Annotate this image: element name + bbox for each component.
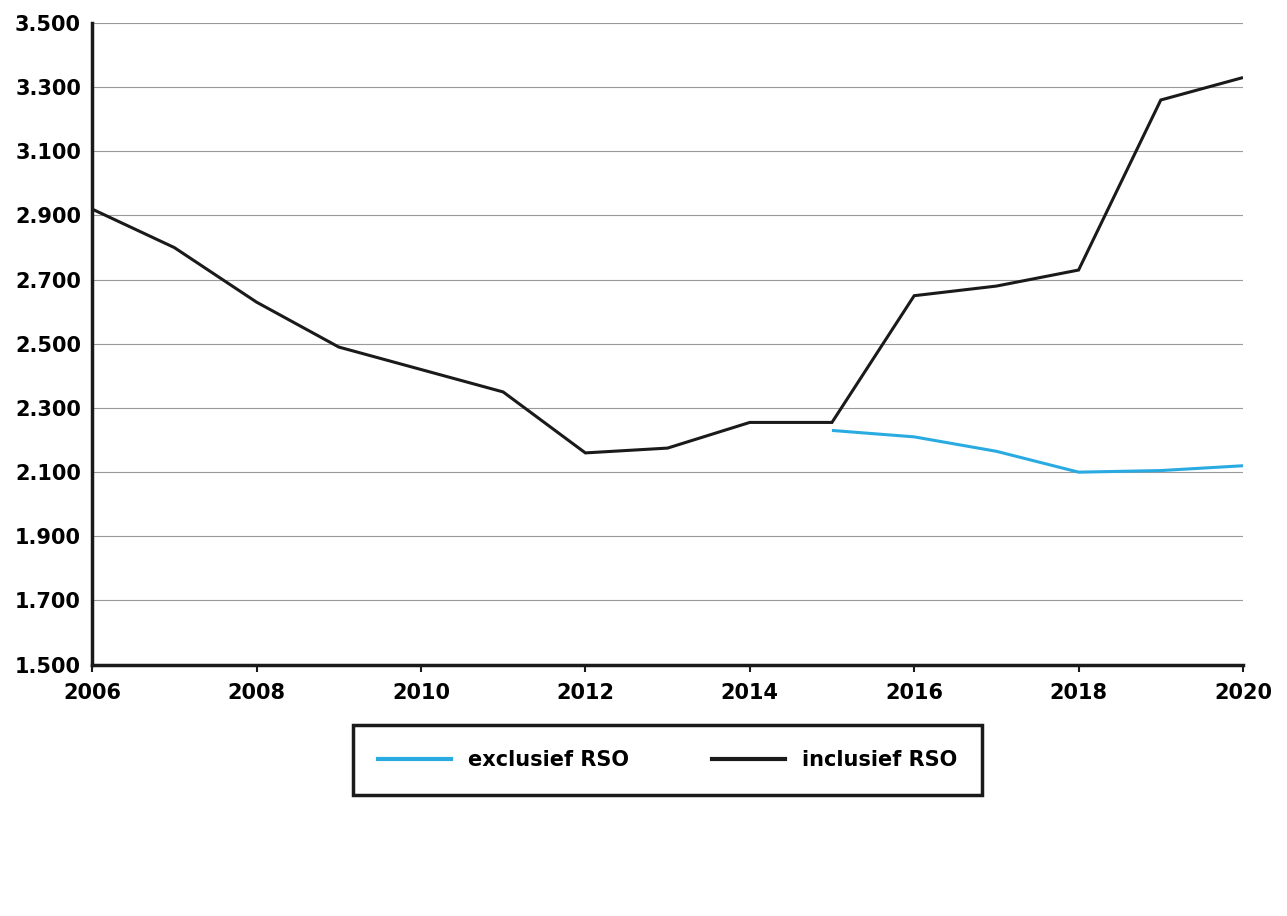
Legend: exclusief RSO, inclusief RSO: exclusief RSO, inclusief RSO	[353, 725, 982, 795]
